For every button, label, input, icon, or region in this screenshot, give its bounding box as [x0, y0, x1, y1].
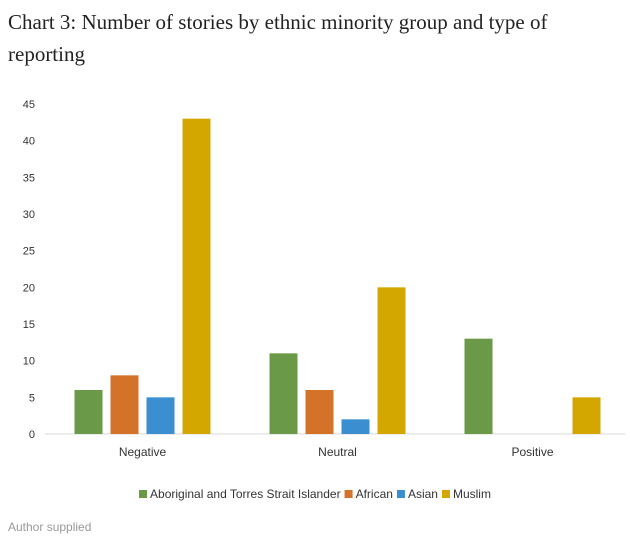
bar-neutral-muslim	[377, 287, 406, 434]
bar-positive-aboriginal	[464, 338, 493, 434]
chart-area: 0 5 10 15 20 25 30 35 40 45 Negative Neutral Positiv…	[0, 88, 630, 510]
bar-neutral-aboriginal	[269, 353, 298, 434]
y-tick-label: 20	[23, 282, 35, 294]
bar-positive-muslim	[572, 397, 601, 434]
legend-label: Asian	[408, 487, 438, 501]
bar-neutral-african	[305, 390, 334, 434]
x-tick-label: Negative	[119, 445, 167, 459]
y-tick-label: 35	[23, 172, 35, 184]
bar-negative-asian	[146, 397, 175, 434]
bar-negative-african	[110, 375, 139, 434]
legend-swatch	[344, 490, 353, 498]
bar-chart: 0 5 10 15 20 25 30 35 40 45 Negative Neutral Positiv…	[23, 99, 625, 501]
chart-title: Chart 3: Number of stories by ethnic min…	[8, 10, 548, 66]
y-tick-label: 10	[23, 356, 35, 368]
bar-negative-muslim	[182, 118, 211, 435]
y-tick-label: 40	[23, 136, 35, 148]
legend-label: Muslim	[453, 487, 491, 501]
y-tick-label: 15	[23, 319, 35, 331]
y-tick-label: 5	[29, 392, 35, 404]
legend-label: African	[356, 487, 393, 501]
bar-negative-aboriginal	[74, 390, 103, 434]
image-credit: Author supplied	[8, 520, 92, 534]
x-tick-label: Positive	[511, 445, 553, 459]
legend-label: Aboriginal and Torres Strait Islander	[150, 487, 341, 501]
y-tick-label: 0	[29, 429, 35, 441]
y-tick-label: 25	[23, 246, 35, 258]
legend-swatch	[396, 490, 405, 498]
bar-neutral-asian	[341, 419, 370, 434]
legend-swatch	[441, 490, 450, 498]
x-tick-label: Neutral	[318, 445, 357, 459]
legend-swatch	[139, 490, 148, 498]
y-tick-label: 30	[23, 209, 35, 221]
y-tick-label: 45	[23, 99, 35, 111]
